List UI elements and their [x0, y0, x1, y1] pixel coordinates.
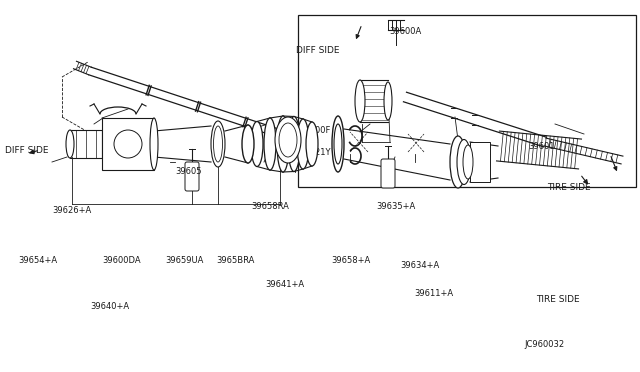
Text: TIRE SIDE: TIRE SIDE — [536, 295, 580, 304]
Ellipse shape — [332, 116, 344, 172]
Bar — [470, 142, 490, 182]
Ellipse shape — [450, 136, 466, 188]
Text: 39626+A: 39626+A — [52, 206, 92, 215]
Bar — [70, 130, 102, 158]
FancyBboxPatch shape — [381, 159, 395, 188]
Text: TIRE SIDE: TIRE SIDE — [547, 183, 591, 192]
Ellipse shape — [297, 119, 309, 169]
Ellipse shape — [277, 116, 289, 172]
Ellipse shape — [275, 117, 301, 163]
Ellipse shape — [211, 121, 225, 167]
Text: DIFF SIDE: DIFF SIDE — [5, 146, 49, 155]
Ellipse shape — [279, 123, 297, 157]
Ellipse shape — [251, 122, 263, 167]
Ellipse shape — [384, 82, 392, 120]
Ellipse shape — [288, 116, 300, 171]
Text: 39634+A: 39634+A — [400, 262, 439, 270]
Text: JC960032: JC960032 — [525, 340, 565, 349]
Text: 39611+A: 39611+A — [415, 289, 454, 298]
Text: 39641+A: 39641+A — [266, 280, 305, 289]
Ellipse shape — [463, 145, 473, 179]
Ellipse shape — [334, 124, 342, 164]
Text: 39659UA: 39659UA — [165, 256, 204, 265]
Text: DIFF SIDE: DIFF SIDE — [296, 46, 339, 55]
Circle shape — [114, 130, 142, 158]
Text: 39658+A: 39658+A — [332, 256, 371, 265]
Text: 39601: 39601 — [528, 142, 554, 151]
Text: 39640+A: 39640+A — [90, 302, 130, 311]
Text: 39658RA: 39658RA — [252, 202, 289, 211]
Ellipse shape — [264, 118, 276, 170]
Bar — [298, 15, 636, 187]
Ellipse shape — [242, 125, 254, 163]
Ellipse shape — [306, 122, 318, 166]
Text: 3965BRA: 3965BRA — [216, 256, 255, 265]
Bar — [102, 118, 154, 170]
FancyBboxPatch shape — [185, 162, 199, 191]
Ellipse shape — [214, 126, 223, 162]
Text: 39654+A: 39654+A — [18, 256, 57, 265]
Ellipse shape — [66, 130, 74, 158]
Text: 38221Y: 38221Y — [300, 148, 331, 157]
Ellipse shape — [457, 140, 471, 185]
Text: 39600A: 39600A — [389, 27, 421, 36]
Text: 39600F: 39600F — [300, 126, 331, 135]
Ellipse shape — [150, 118, 158, 170]
Ellipse shape — [355, 80, 365, 122]
Text: 39605: 39605 — [175, 167, 202, 176]
Text: 39635+A: 39635+A — [376, 202, 415, 211]
Text: 39600DA: 39600DA — [102, 256, 141, 265]
